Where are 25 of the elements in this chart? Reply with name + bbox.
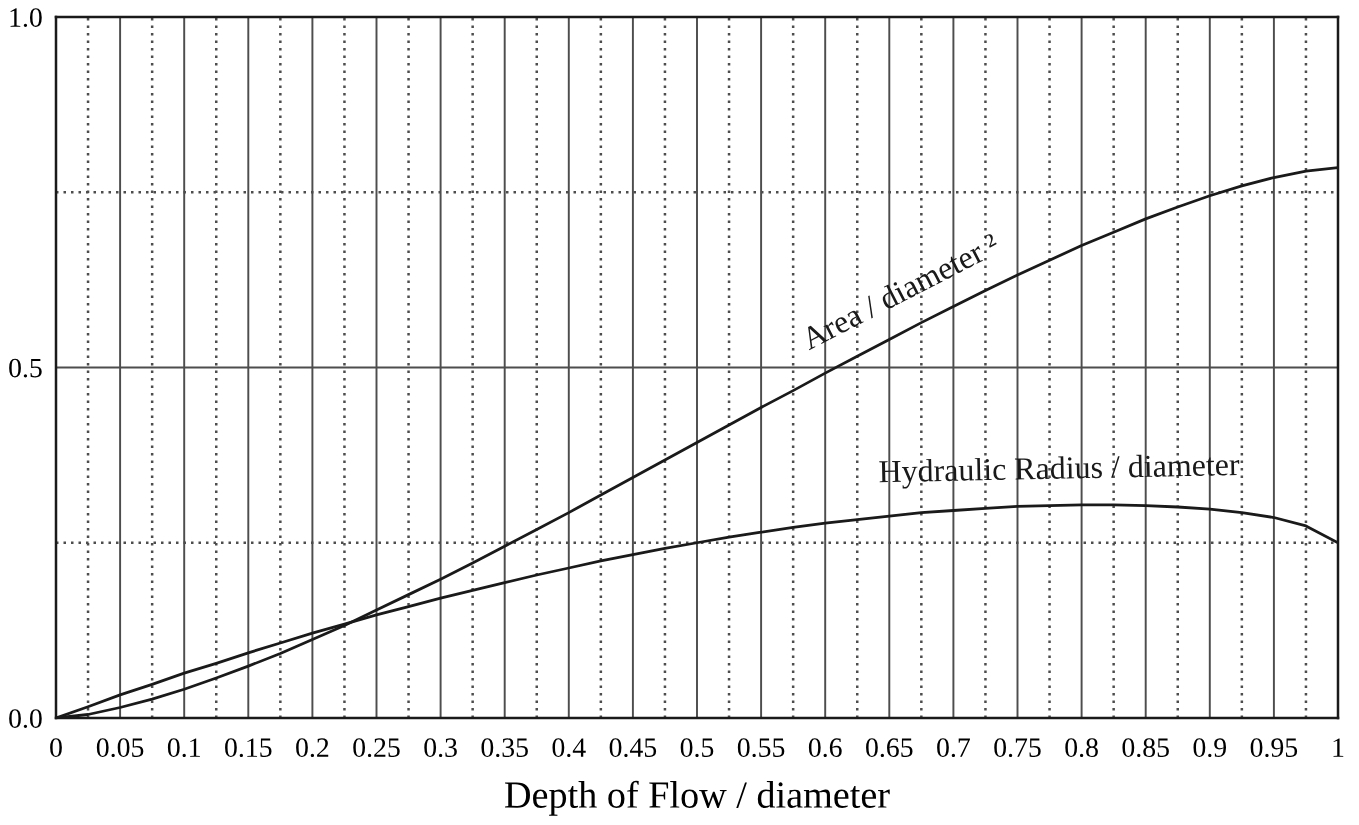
x-tick-label: 0.6 — [808, 738, 842, 758]
x-tick-label: 0.8 — [1065, 738, 1098, 758]
x-tick-label: 1 — [1333, 738, 1344, 757]
x-tick-label: 0.75 — [994, 738, 1041, 758]
x-tick-label: 0.05 — [96, 738, 144, 758]
x-tick-label: 0.7 — [937, 738, 970, 758]
x-tick-label: 0.85 — [1122, 738, 1169, 758]
x-tick-label: 0.3 — [424, 738, 457, 758]
y-tick-label: 0.0 — [9, 709, 42, 729]
x-tick-label: 0.15 — [225, 738, 272, 758]
x-tick-label: 0.65 — [866, 738, 913, 758]
x-tick-label: 0.95 — [1250, 738, 1298, 758]
x-tick-label: 0 — [50, 738, 62, 757]
x-axis-title: Depth of Flow / diameter — [505, 780, 890, 816]
x-tick-label: 0.1 — [167, 738, 200, 758]
y-tick-label: 1.0 — [10, 8, 42, 28]
x-tick-label: 0.55 — [737, 738, 785, 758]
y-tick-label: 0.5 — [9, 358, 42, 378]
x-tick-label: 0.9 — [1193, 738, 1227, 758]
x-tick-label: 0.2 — [296, 738, 329, 758]
x-tick-label: 0.4 — [552, 738, 586, 758]
x-tick-label: 0.35 — [481, 738, 528, 758]
x-tick-label: 0.45 — [609, 738, 657, 758]
x-tick-label: 0.5 — [680, 738, 714, 758]
x-tick-label: 0.25 — [353, 738, 400, 758]
